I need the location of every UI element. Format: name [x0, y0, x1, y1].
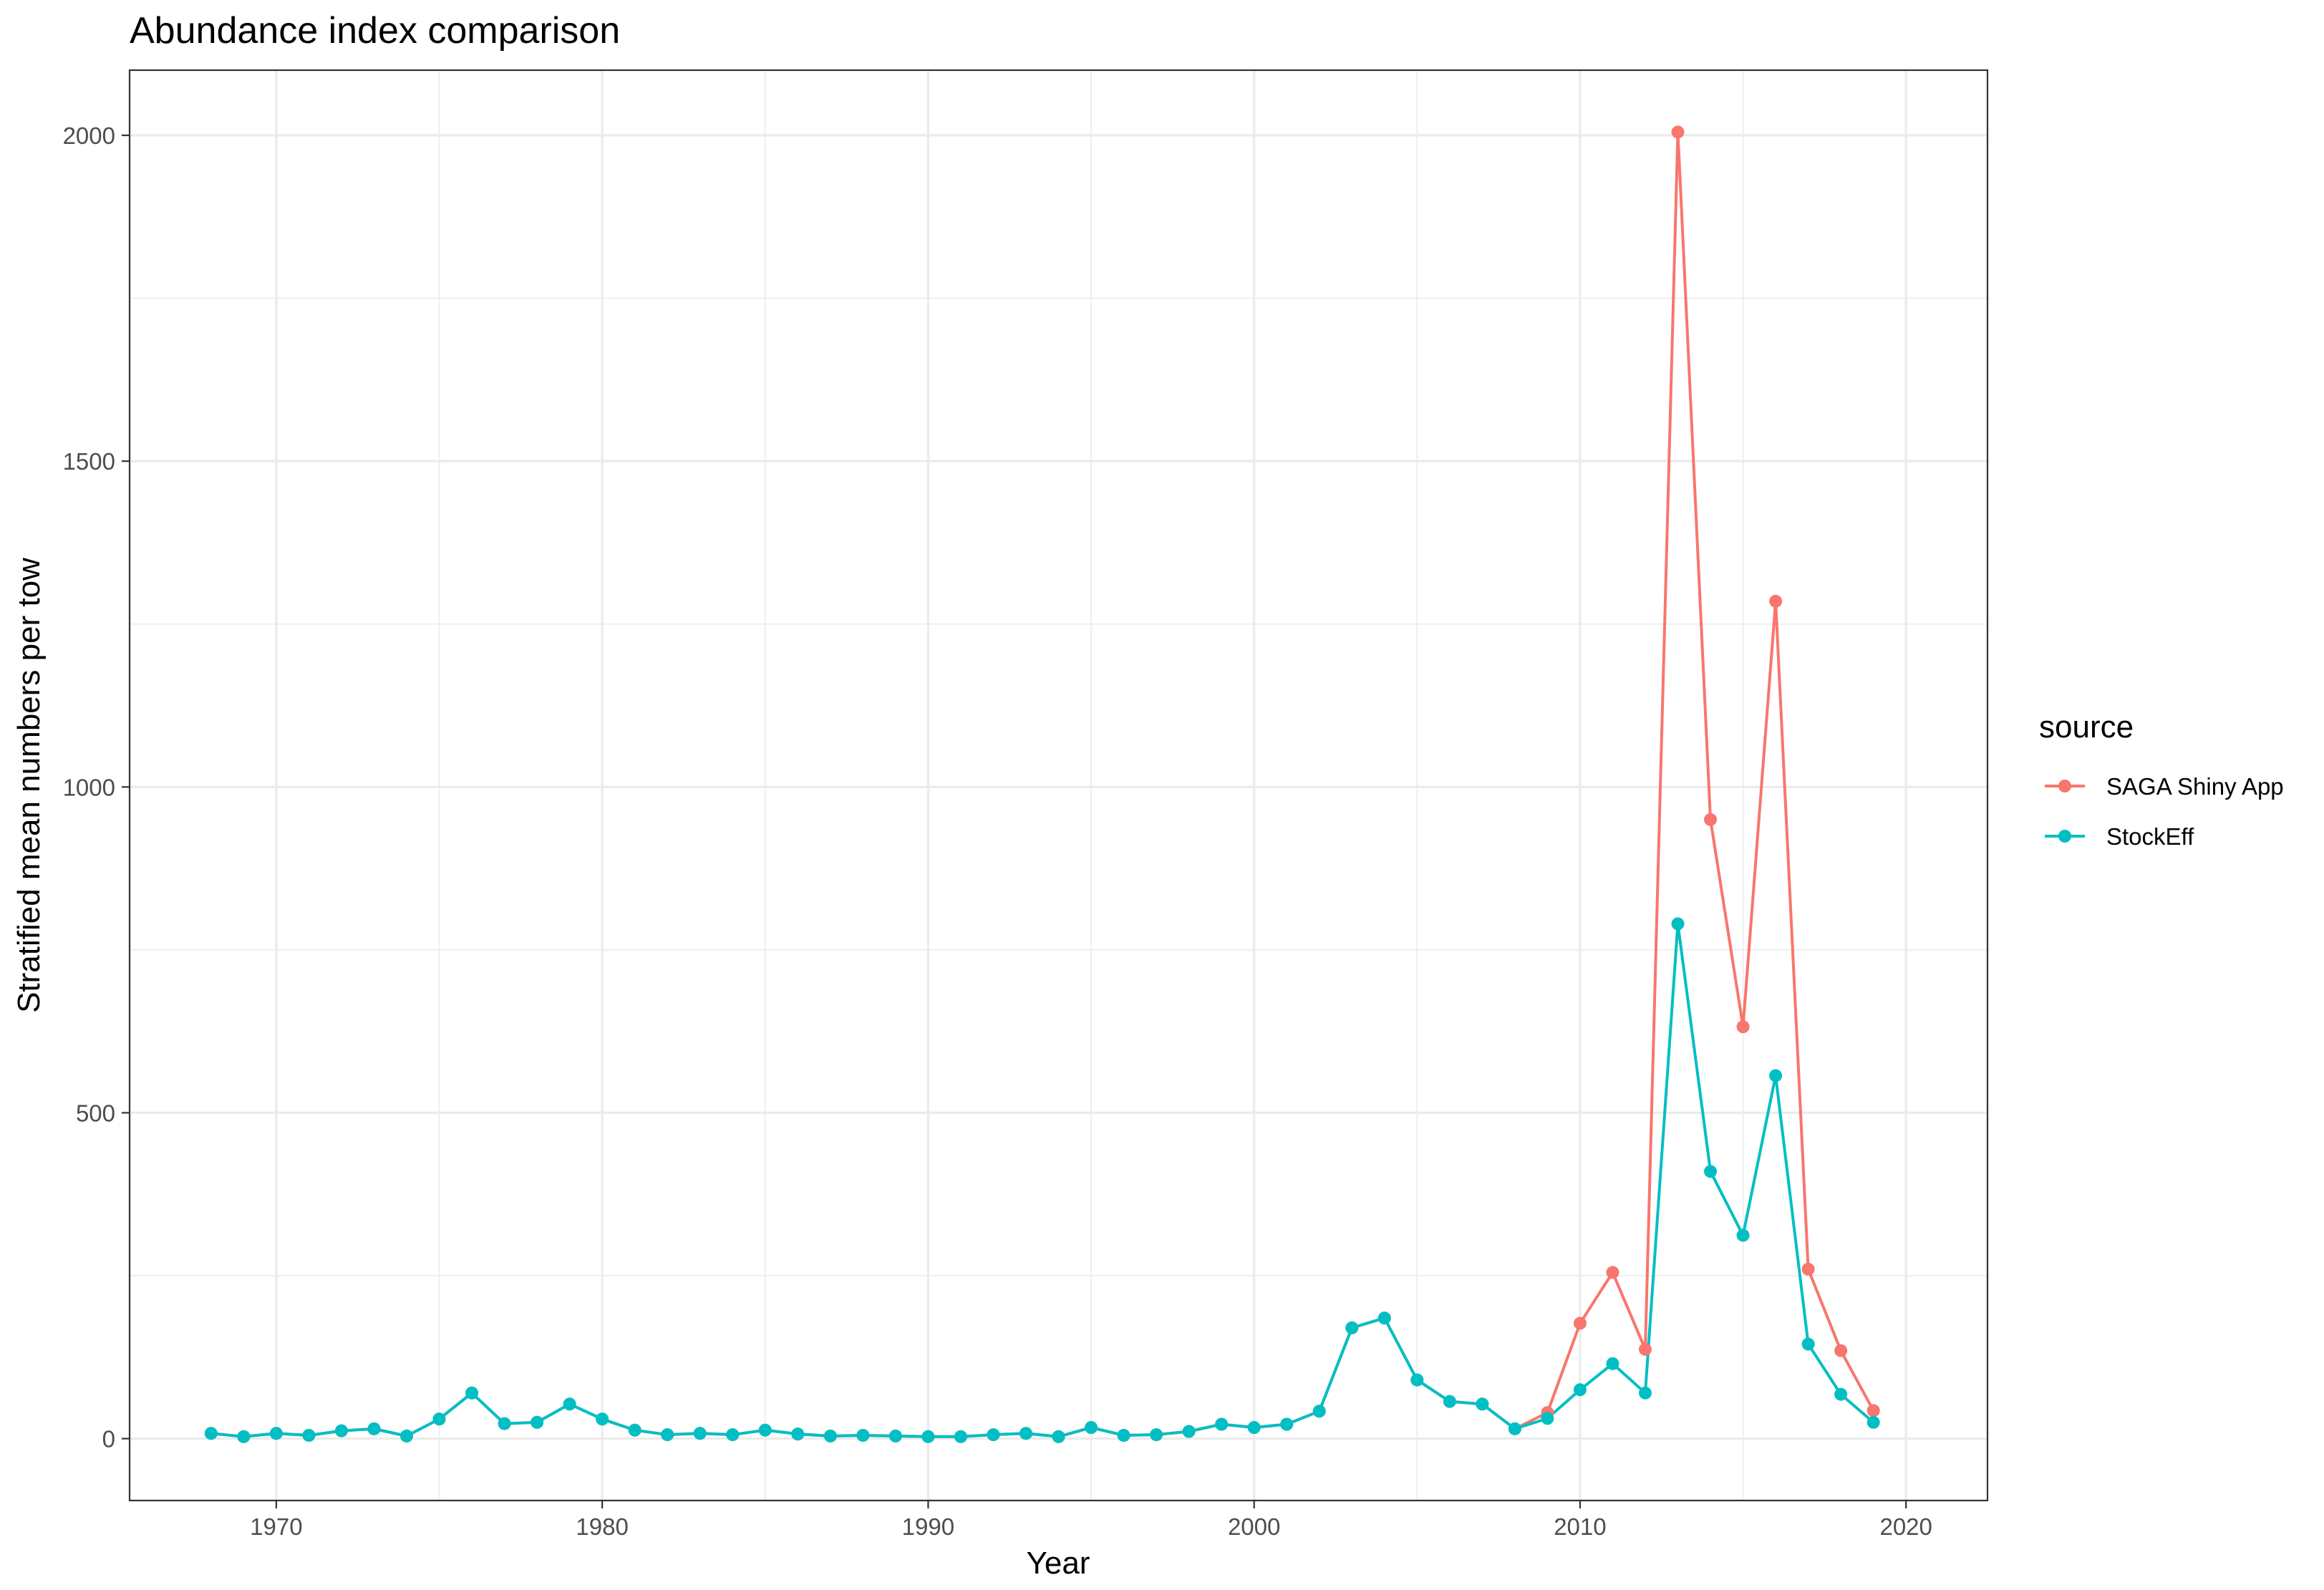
data-point-stockeff	[1736, 1228, 1750, 1242]
data-point-stockeff	[1215, 1417, 1229, 1431]
data-point-stockeff	[1247, 1421, 1261, 1435]
series-line-stockeff	[210, 922, 1874, 1438]
data-point-stockeff	[1541, 1412, 1554, 1425]
legend-label-saga-shiny-app: SAGA Shiny App	[2106, 773, 2284, 800]
data-point-stockeff	[563, 1397, 576, 1411]
data-point-stockeff	[498, 1417, 511, 1430]
y-tick-label: 1500	[63, 448, 115, 475]
data-point-stockeff	[856, 1428, 870, 1442]
y-axis-title: Stratified mean numbers per tow	[11, 558, 47, 1013]
data-point-stockeff	[1638, 1386, 1652, 1400]
data-point-stockeff	[921, 1430, 935, 1443]
x-axis-title: Year	[1027, 1546, 1090, 1581]
data-point-stockeff	[465, 1386, 479, 1400]
data-point-stockeff	[628, 1423, 641, 1437]
data-point-stockeff	[400, 1429, 413, 1443]
chart-title: Abundance index comparison	[130, 10, 620, 52]
data-point-saga-shiny-app	[1801, 1262, 1815, 1276]
data-point-stockeff	[1867, 1415, 1880, 1429]
data-point-stockeff	[204, 1427, 218, 1440]
plot-panel	[128, 69, 1989, 1502]
series-lines	[210, 130, 1875, 1438]
x-tick-label: 2000	[1228, 1513, 1280, 1540]
data-point-stockeff	[1085, 1421, 1098, 1435]
data-point-stockeff	[1052, 1430, 1065, 1443]
data-point-stockeff	[1671, 917, 1685, 931]
legend-label-stockeff: StockEff	[2106, 823, 2194, 850]
data-point-stockeff	[726, 1428, 740, 1442]
data-point-stockeff	[791, 1427, 805, 1441]
data-point-stockeff	[432, 1412, 446, 1426]
data-point-saga-shiny-app	[1573, 1317, 1587, 1330]
data-point-stockeff	[1834, 1387, 1848, 1401]
x-tick-label: 1970	[250, 1513, 302, 1540]
x-tick-label: 2010	[1554, 1513, 1606, 1540]
y-tick-label: 1000	[63, 774, 115, 800]
y-axis: 0 500 1000 1500 2000	[63, 122, 130, 1453]
data-point-stockeff	[987, 1428, 1000, 1442]
data-point-saga-shiny-app	[1736, 1020, 1750, 1034]
data-point-stockeff	[237, 1430, 251, 1443]
data-point-stockeff	[1508, 1422, 1521, 1435]
data-point-saga-shiny-app	[1769, 594, 1783, 608]
data-point-stockeff	[1280, 1417, 1294, 1431]
data-point-stockeff	[661, 1428, 674, 1442]
data-point-stockeff	[1573, 1383, 1587, 1397]
x-axis: 1970 1980 1990 2000 2010 2020	[250, 1501, 1932, 1540]
x-tick-label: 1980	[576, 1513, 628, 1540]
data-point-stockeff	[1801, 1337, 1815, 1351]
legend: source SAGA Shiny App StockEff	[2039, 709, 2284, 850]
y-tick-label: 2000	[63, 122, 115, 149]
data-point-stockeff	[1117, 1428, 1130, 1442]
x-tick-label: 1990	[902, 1513, 954, 1540]
data-point-stockeff	[758, 1423, 772, 1437]
data-point-stockeff	[889, 1429, 902, 1443]
data-point-stockeff	[954, 1430, 967, 1443]
data-point-stockeff	[1312, 1405, 1326, 1418]
minor-gridlines	[130, 70, 1987, 1501]
data-point-stockeff	[531, 1415, 544, 1429]
data-point-saga-shiny-app	[1867, 1404, 1880, 1417]
data-point-stockeff	[596, 1412, 609, 1426]
y-tick-label: 0	[102, 1426, 115, 1453]
legend-title: source	[2039, 709, 2134, 745]
data-point-stockeff	[1378, 1312, 1391, 1325]
data-point-stockeff	[1345, 1321, 1359, 1334]
x-tick-label: 2020	[1879, 1513, 1932, 1540]
data-point-stockeff	[1150, 1428, 1163, 1442]
data-point-stockeff	[1704, 1165, 1718, 1178]
legend-items: SAGA Shiny App StockEff	[2045, 773, 2284, 850]
data-point-stockeff	[367, 1422, 381, 1435]
legend-key-point-saga-shiny-app	[2058, 780, 2071, 792]
data-point-saga-shiny-app	[1671, 125, 1685, 139]
data-point-stockeff	[823, 1429, 837, 1443]
data-point-stockeff	[269, 1427, 283, 1440]
y-tick-label: 500	[76, 1100, 115, 1126]
data-point-stockeff	[1443, 1395, 1456, 1408]
data-point-stockeff	[302, 1428, 316, 1442]
data-point-stockeff	[1019, 1427, 1032, 1440]
legend-key-point-stockeff	[2058, 830, 2071, 843]
data-point-stockeff	[1410, 1373, 1424, 1387]
data-point-saga-shiny-app	[1834, 1344, 1848, 1357]
data-point-stockeff	[334, 1424, 348, 1438]
data-point-saga-shiny-app	[1638, 1342, 1652, 1356]
data-point-stockeff	[1182, 1425, 1196, 1438]
data-point-saga-shiny-app	[1606, 1266, 1619, 1279]
data-point-stockeff	[1476, 1397, 1489, 1411]
data-point-saga-shiny-app	[1704, 813, 1718, 826]
series-points	[204, 125, 1880, 1443]
data-point-stockeff	[693, 1427, 707, 1440]
panel-border	[128, 69, 1989, 1502]
data-point-stockeff	[1769, 1069, 1783, 1082]
data-point-stockeff	[1606, 1357, 1619, 1370]
